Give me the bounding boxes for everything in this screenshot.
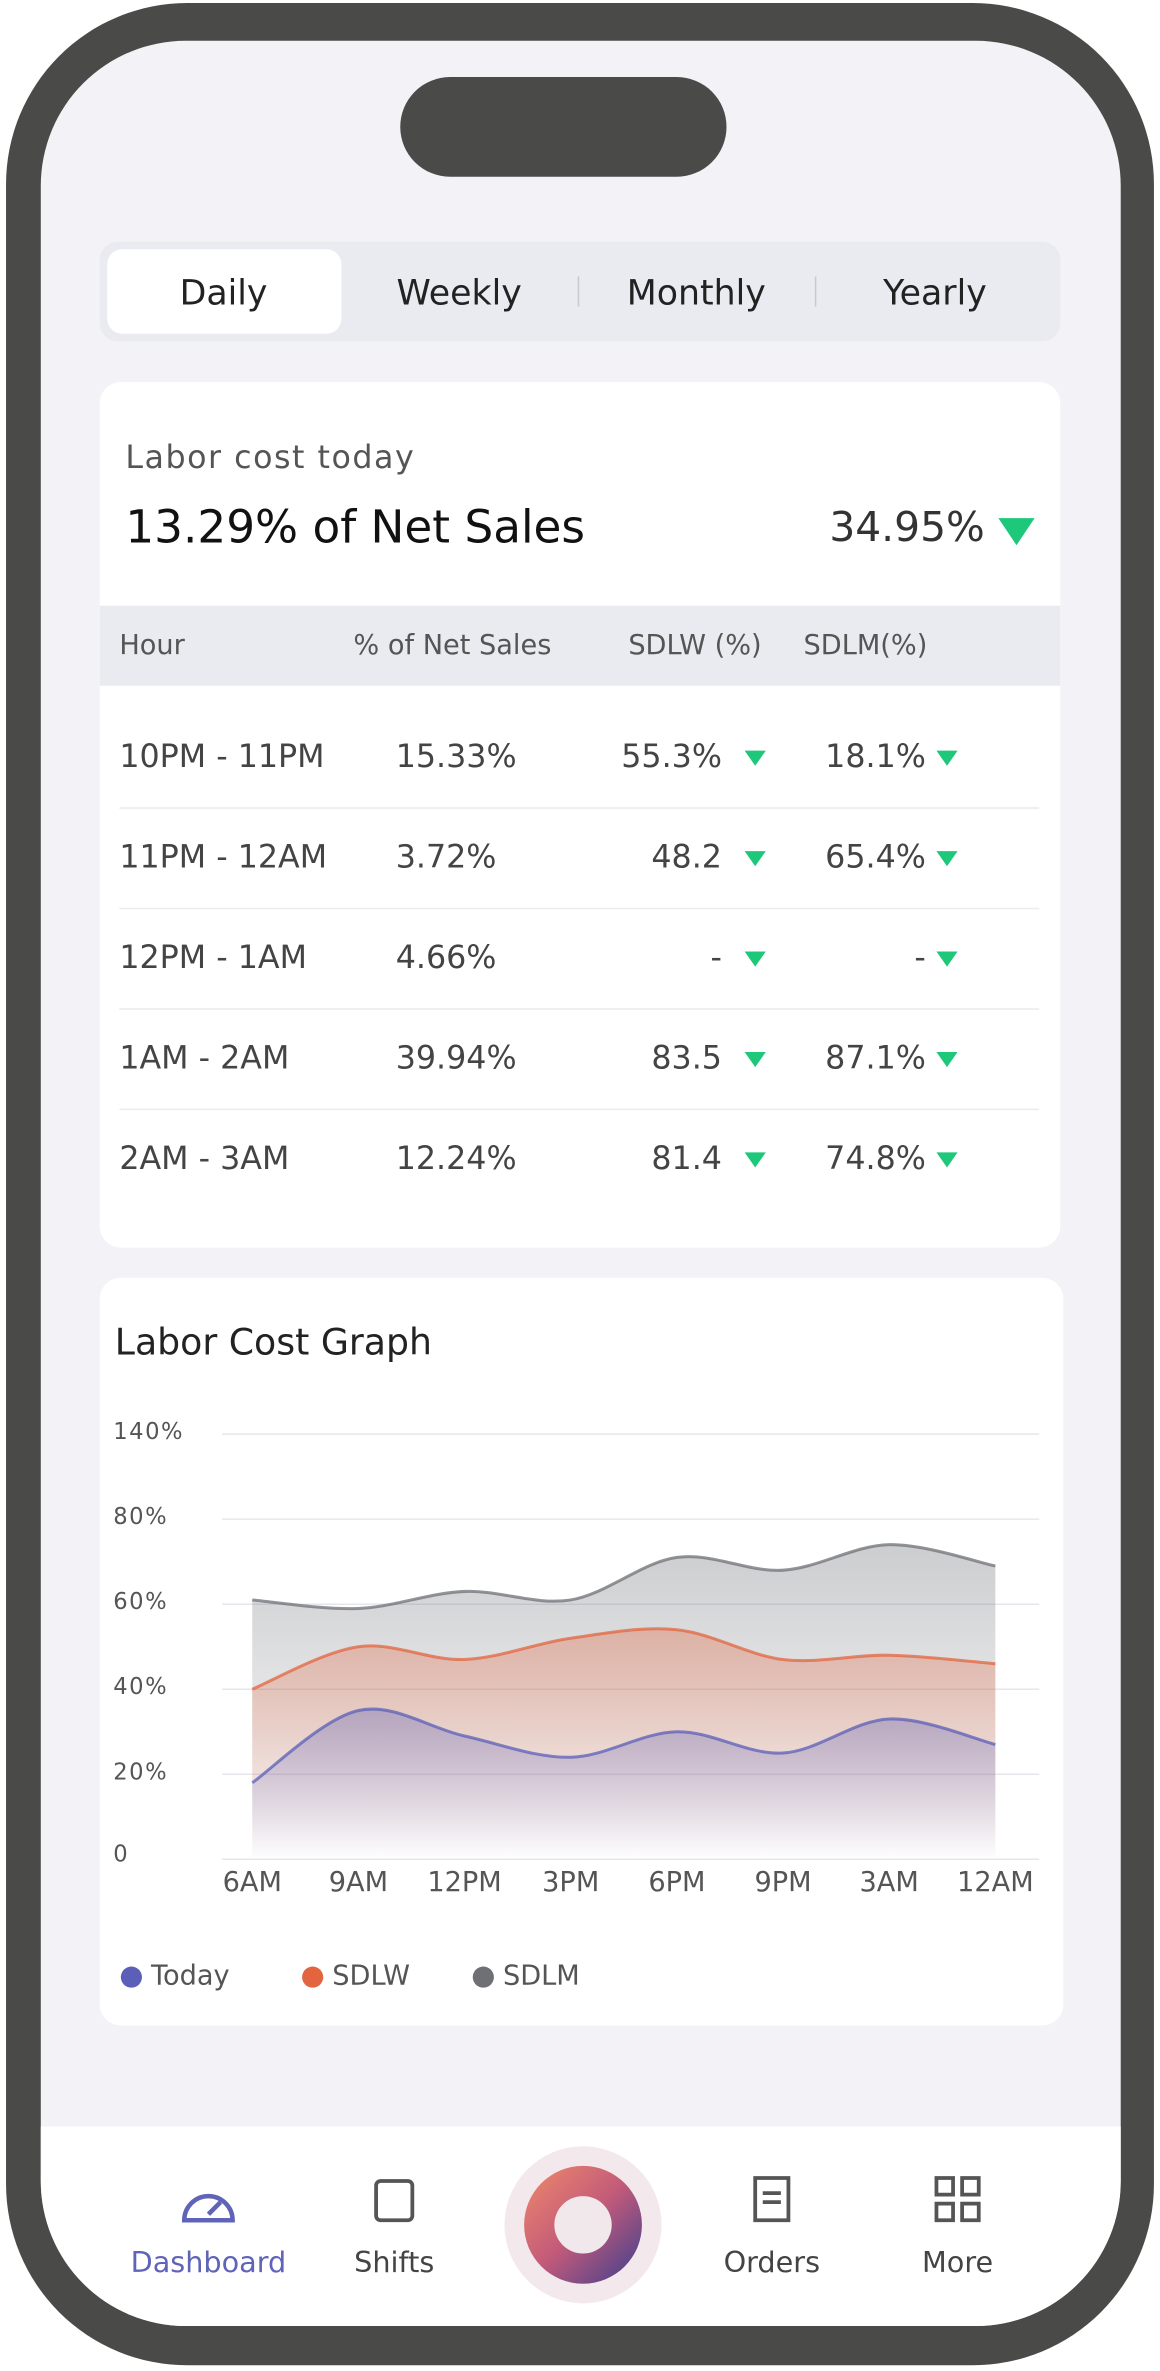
y-tick-label: 60% <box>113 1589 168 1615</box>
cell-hour: 11PM - 12AM <box>119 840 327 876</box>
cell-sdlm: - <box>914 940 925 976</box>
summary-label: Labor cost today <box>125 440 415 476</box>
cell-pct: 3.72% <box>396 840 497 876</box>
y-tick-label: 20% <box>113 1759 168 1785</box>
y-tick-label: 140% <box>113 1419 184 1445</box>
cell-sdlw: 81.4 <box>651 1141 722 1177</box>
segment-active[interactable] <box>107 249 342 334</box>
summary-card <box>99 382 1061 1248</box>
nav-item[interactable]: Orders <box>724 2245 820 2279</box>
legend-label: Today <box>150 1961 230 1992</box>
x-tick-label: 12AM <box>957 1867 1034 1898</box>
cell-pct: 15.33% <box>396 739 517 775</box>
cell-hour: 1AM - 2AM <box>119 1041 289 1077</box>
down-arrow <box>936 750 958 766</box>
down-arrow <box>936 1051 958 1068</box>
table-header: SDLW (%) <box>628 630 761 661</box>
x-tick-label: 12PM <box>427 1867 501 1898</box>
table-header: % of Net Sales <box>353 630 551 661</box>
segment[interactable]: Daily <box>180 274 268 314</box>
legend-swatch <box>302 1966 324 1988</box>
summary-change: 34.95% <box>829 503 984 551</box>
segment[interactable]: Weekly <box>397 274 522 314</box>
shifts-icon <box>374 2179 415 2223</box>
island <box>400 77 727 177</box>
table-header: Hour <box>119 630 185 661</box>
down-arrow <box>744 1051 766 1068</box>
table-header: SDLM(%) <box>804 630 928 661</box>
segment[interactable]: Monthly <box>627 274 766 314</box>
cell-sdlw: 55.3% <box>621 739 722 775</box>
y-tick-label: 40% <box>113 1674 168 1700</box>
cell-sdlm: 65.4% <box>825 840 926 876</box>
down-arrow <box>936 851 958 867</box>
down-arrow <box>936 951 958 967</box>
cell-sdlm: 18.1% <box>825 739 926 775</box>
line <box>251 1707 996 1785</box>
cell-sdlw: 48.2 <box>651 840 722 876</box>
y-tick-label: 0 <box>113 1841 129 1867</box>
center-core <box>554 2196 612 2254</box>
more-icon <box>934 2176 981 2223</box>
nav-item[interactable]: More <box>922 2245 993 2279</box>
dashboard-icon <box>181 2193 235 2223</box>
line <box>251 1627 996 1691</box>
cell-sdlw: 83.5 <box>651 1041 722 1077</box>
chart-title: Labor Cost Graph <box>115 1320 432 1363</box>
line <box>252 1543 996 1611</box>
cell-hour: 10PM - 11PM <box>119 739 324 775</box>
down-arrow <box>744 951 766 967</box>
cell-sdlm: 87.1% <box>825 1041 926 1077</box>
down-arrow <box>998 518 1035 546</box>
x-tick-label: 9PM <box>754 1867 811 1898</box>
down-arrow <box>744 750 766 766</box>
cell-sdlw: - <box>711 940 722 976</box>
area <box>252 1709 996 1860</box>
cell-sdlm: 74.8% <box>825 1141 926 1177</box>
summary-headline: 13.29% of Net Sales <box>125 501 585 554</box>
legend-swatch <box>120 1966 142 1988</box>
x-tick-label: 6AM <box>223 1867 282 1898</box>
segment[interactable]: Yearly <box>882 274 987 314</box>
down-arrow <box>744 851 766 867</box>
legend-swatch <box>472 1966 494 1988</box>
legend-label: SDLM <box>503 1961 580 1992</box>
x-tick-label: 3PM <box>542 1867 599 1898</box>
table-header-bg <box>99 605 1061 686</box>
x-tick-label: 3AM <box>860 1867 919 1898</box>
cell-hour: 12PM - 1AM <box>119 940 307 976</box>
orders-icon <box>753 2176 791 2223</box>
nav-item[interactable]: Dashboard <box>131 2245 287 2279</box>
legend-label: SDLW <box>332 1961 410 1992</box>
cell-pct: 39.94% <box>396 1041 517 1077</box>
cell-pct: 4.66% <box>396 940 497 976</box>
nav-item[interactable]: Shifts <box>354 2245 434 2279</box>
down-arrow <box>936 1152 958 1168</box>
x-tick-label: 9AM <box>329 1867 388 1898</box>
down-arrow <box>744 1152 766 1168</box>
x-tick-label: 6PM <box>648 1867 705 1898</box>
cell-hour: 2AM - 3AM <box>119 1141 289 1177</box>
y-tick-label: 80% <box>113 1504 168 1530</box>
cell-pct: 12.24% <box>396 1141 517 1177</box>
